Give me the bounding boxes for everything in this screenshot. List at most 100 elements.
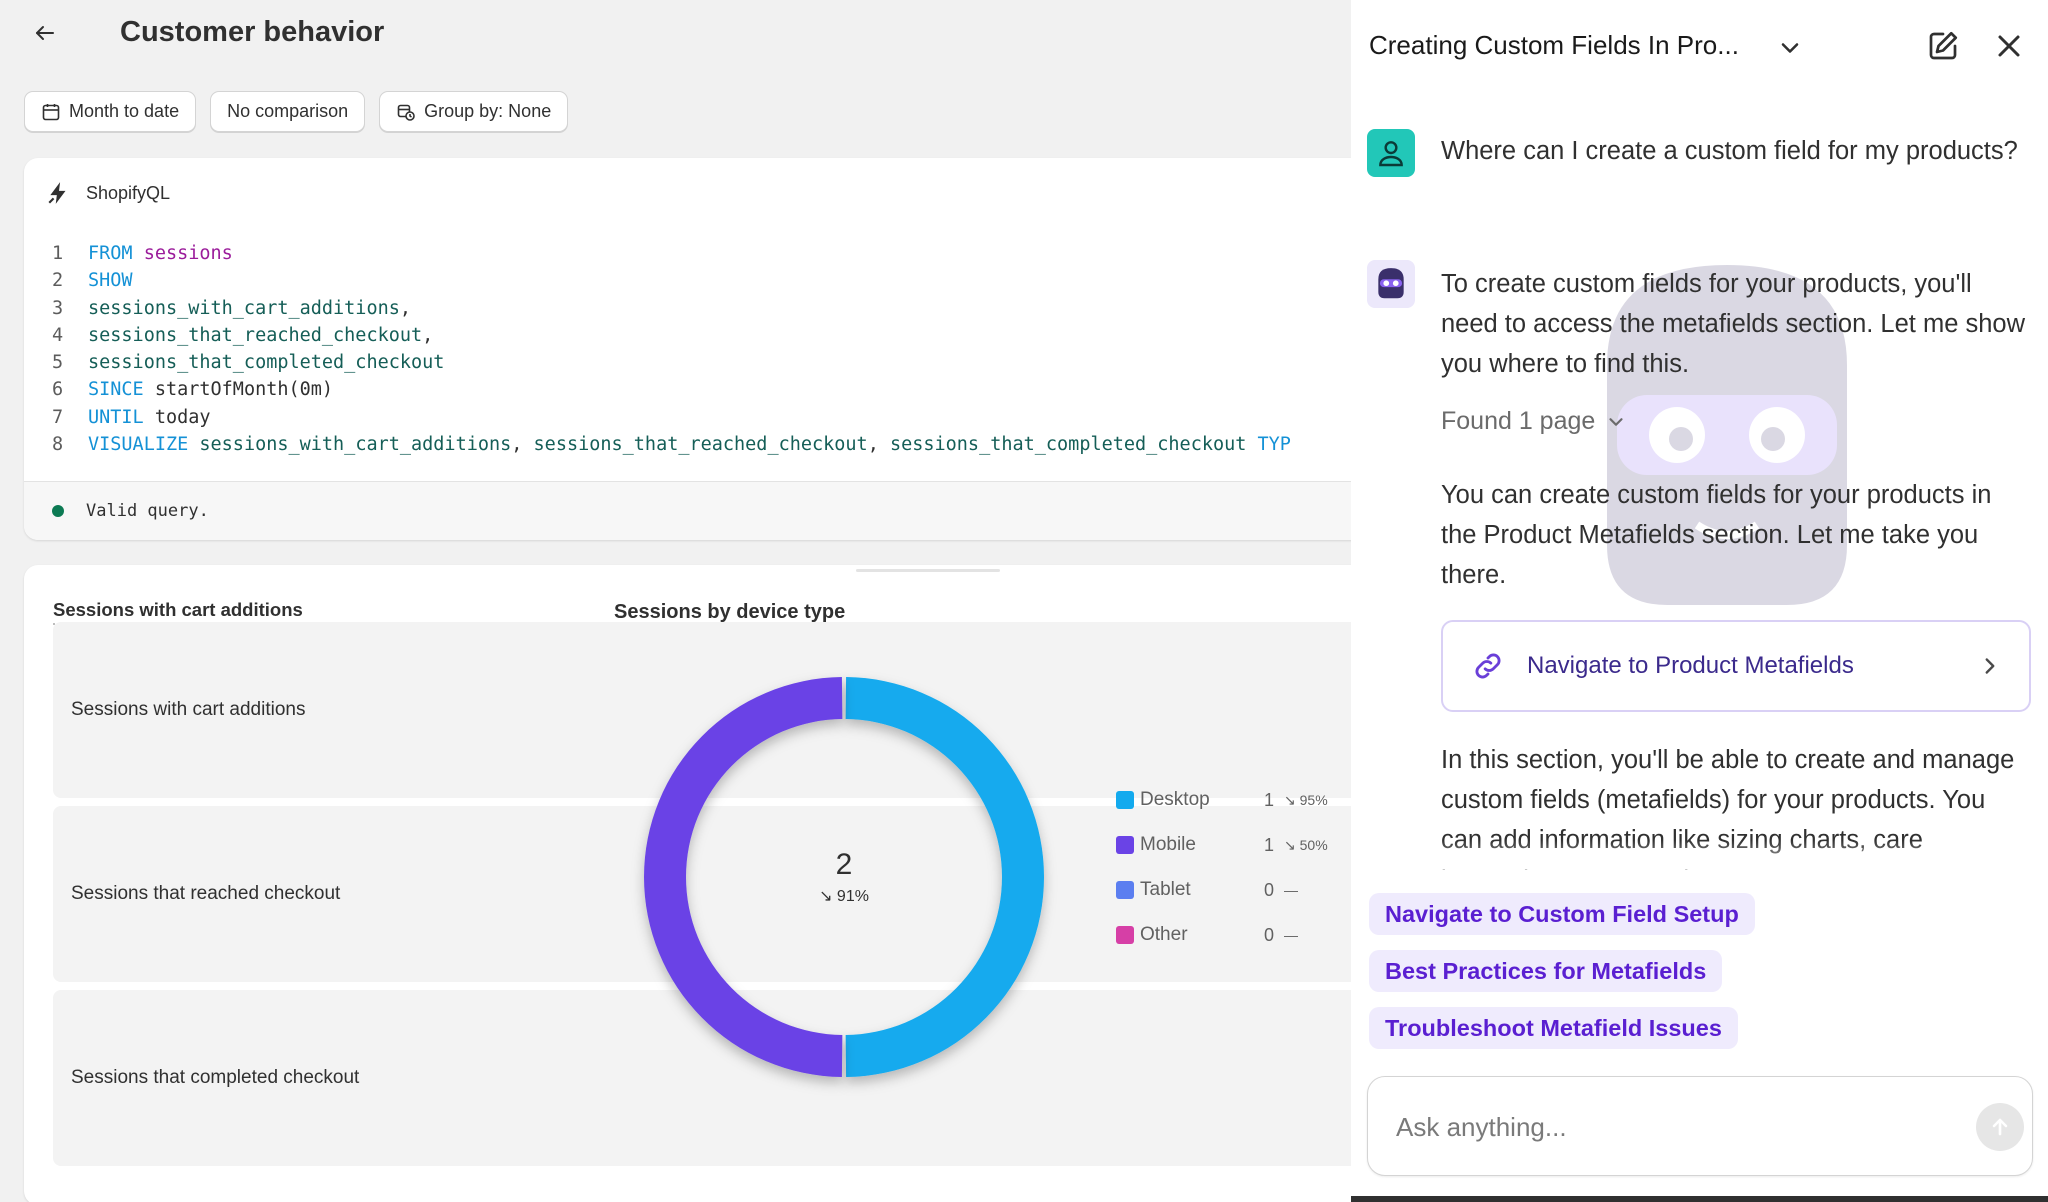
code-token: sessions_that_reached_checkout xyxy=(533,434,868,456)
line-number: 7 xyxy=(52,406,64,428)
donut-chart-svg xyxy=(644,677,1044,1077)
assistant-chat-panel: Creating Custom Fields In Pro... Where c… xyxy=(1351,0,2048,1202)
chat-composer xyxy=(1367,1076,2033,1176)
code-token: startOfMonth(0m) xyxy=(143,379,334,401)
chevron-down-icon xyxy=(1609,417,1623,426)
code-token: , xyxy=(511,434,534,456)
code-token: VISUALIZE xyxy=(88,434,189,456)
legend-item-tablet[interactable]: Tablet 0 — xyxy=(1116,875,1351,905)
donut-slice-desktop[interactable] xyxy=(845,677,1044,1077)
navigate-card-label: Navigate to Product Metafields xyxy=(1527,652,1854,679)
calendar-icon xyxy=(42,103,60,120)
suggestion-chip[interactable]: Troubleshoot Metafield Issues xyxy=(1369,1007,1738,1049)
page-title: Customer behavior xyxy=(120,16,385,48)
legend-swatch xyxy=(1116,836,1134,854)
arrow-left-icon xyxy=(36,26,54,40)
metric-label: Sessions that reached checkout xyxy=(71,883,341,904)
line-number: 1 xyxy=(52,243,64,264)
line-number: 2 xyxy=(52,270,64,292)
comparison-button[interactable]: No comparison xyxy=(210,91,366,132)
assistant-message-followup: You can create custom fields for your pr… xyxy=(1441,481,1992,589)
new-chat-icon[interactable] xyxy=(1925,28,1961,64)
legend-change: — xyxy=(1284,927,1298,943)
code-line: 5 sessions_that_completed_checkout xyxy=(24,349,1351,376)
code-token: SINCE xyxy=(88,379,144,401)
code-token: FROM xyxy=(88,243,133,264)
code-token xyxy=(1246,434,1257,455)
code-token: today xyxy=(143,406,211,428)
comparison-label: No comparison xyxy=(227,101,349,121)
legend-item-mobile[interactable]: Mobile 1 ↘ 50% xyxy=(1116,830,1351,860)
close-icon[interactable] xyxy=(1991,28,2027,64)
code-line: 3 sessions_with_cart_additions, xyxy=(24,295,1351,322)
donut-chart: 2 ↘ 91% xyxy=(624,657,1064,1097)
user-avatar xyxy=(1367,129,1415,177)
code-line: 8 VISUALIZE sessions_with_cart_additions,… xyxy=(24,431,1351,458)
legend-value: 0 xyxy=(1264,924,1275,945)
line-number: 8 xyxy=(52,434,64,456)
navigate-product-metafields-card[interactable]: Navigate to Product Metafields xyxy=(1441,620,2031,712)
donut-slice-mobile[interactable] xyxy=(644,677,843,1077)
legend-change: ↘ 95% xyxy=(1284,791,1328,808)
resize-handle[interactable] xyxy=(856,569,1000,572)
code-token: sessions_that_reached_checkout xyxy=(88,324,423,346)
code-token: sessions_that_completed_checkout xyxy=(88,352,445,374)
code-line: 2 SHOW xyxy=(24,267,1351,294)
assistant-message-intro: To create custom fields for your product… xyxy=(1441,270,2025,378)
legend-label: Other xyxy=(1140,924,1188,945)
query-status-text: Valid query. xyxy=(86,501,209,521)
chat-title: Creating Custom Fields In Pro... xyxy=(1369,30,1739,60)
code-token: TYP xyxy=(1257,434,1291,456)
panel-bottom-edge xyxy=(1351,1196,2048,1202)
line-number: 3 xyxy=(52,297,64,319)
found-pages-toggle[interactable]: Found 1 page xyxy=(1441,407,1627,436)
user-icon xyxy=(1379,141,1403,167)
legend-label: Tablet xyxy=(1140,879,1191,900)
legend-value: 1 xyxy=(1264,789,1275,810)
code-token: , xyxy=(399,297,412,319)
donut-center-change: ↘ 91% xyxy=(819,888,869,905)
legend-change: ↘ 50% xyxy=(1284,836,1328,853)
legend-item-desktop[interactable]: Desktop 1 ↘ 95% xyxy=(1116,785,1351,815)
code-token: , xyxy=(422,324,434,346)
metric-label: Sessions that completed checkout xyxy=(71,1067,360,1088)
user-message: Where can I create a custom field for my… xyxy=(1441,137,2018,165)
legend-item-other[interactable]: Other 0 — xyxy=(1116,920,1351,950)
group-by-label: Group by: None xyxy=(424,101,552,121)
date-range-button[interactable]: Month to date xyxy=(24,91,197,132)
donut-center: 2 ↘ 91% xyxy=(624,657,1064,1097)
send-button[interactable] xyxy=(1976,1103,2024,1151)
date-range-label: Month to date xyxy=(69,101,180,121)
legend-swatch xyxy=(1116,881,1134,899)
arrow-up-icon xyxy=(1992,1118,2008,1136)
lightning-icon xyxy=(48,182,66,204)
filter-bar: Month to date No comparison Group by: No… xyxy=(24,91,569,132)
code-token: sessions_with_cart_additions xyxy=(88,297,400,319)
query-code-editor[interactable]: 1 FROM sessions 2 SHOW 3 sessions_with_cart_a… xyxy=(24,240,1351,458)
code-token: SHOW xyxy=(88,270,133,292)
code-token: , xyxy=(867,434,890,456)
metric-row: Sessions that completed checkout xyxy=(53,990,1351,1166)
chat-input[interactable] xyxy=(1396,1107,1916,1147)
analytics-panel: Customer behavior Month to date No compa… xyxy=(0,0,1351,1202)
query-status-bar: Valid query. xyxy=(24,481,1351,540)
query-editor-header: ShopifyQL xyxy=(46,180,170,206)
visualization-card: Sessions with cart additions Sessions by… xyxy=(24,565,1351,1202)
code-line: 4 sessions_that_reached_checkout, xyxy=(24,322,1351,349)
chevron-down-icon[interactable] xyxy=(1776,34,1804,62)
code-token: sessions xyxy=(143,243,233,264)
legend-label: Mobile xyxy=(1140,834,1196,855)
group-by-button[interactable]: Group by: None xyxy=(379,91,569,132)
page-header: Customer behavior xyxy=(0,0,1351,68)
legend-value: 1 xyxy=(1264,834,1275,855)
suggestion-chip[interactable]: Best Practices for Metafields xyxy=(1369,950,1723,992)
found-pages-label: Found 1 page xyxy=(1441,407,1596,435)
suggestion-chip[interactable]: Navigate to Custom Field Setup xyxy=(1369,893,1755,935)
code-line: 7 UNTIL today xyxy=(24,404,1351,431)
legend-value: 0 xyxy=(1264,879,1275,900)
legend-swatch xyxy=(1116,926,1134,944)
back-button[interactable] xyxy=(26,14,64,52)
donut-center-value: 2 xyxy=(835,848,853,881)
code-line: 1 FROM sessions xyxy=(24,240,1351,267)
legend-swatch xyxy=(1116,791,1134,809)
